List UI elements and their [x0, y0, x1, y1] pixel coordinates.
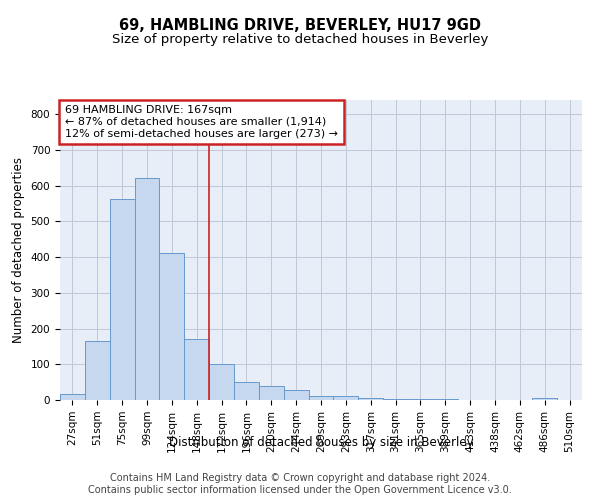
Bar [408, 398, 433, 400]
Bar [110, 200, 134, 400]
Bar [358, 398, 383, 400]
Text: 69, HAMBLING DRIVE, BEVERLEY, HU17 9GD: 69, HAMBLING DRIVE, BEVERLEY, HU17 9GD [119, 18, 481, 32]
Bar [383, 398, 408, 400]
Bar [160, 252, 184, 400]
Bar [433, 398, 458, 400]
Text: Distribution of detached houses by size in Beverley: Distribution of detached houses by size … [169, 436, 473, 449]
Bar [209, 364, 234, 400]
Bar [234, 382, 259, 400]
Text: Contains HM Land Registry data © Crown copyright and database right 2024.
Contai: Contains HM Land Registry data © Crown c… [88, 474, 512, 495]
Bar [284, 390, 308, 400]
Bar [308, 396, 334, 400]
Bar [532, 398, 557, 400]
Y-axis label: Number of detached properties: Number of detached properties [12, 157, 25, 343]
Bar [60, 394, 85, 400]
Bar [259, 386, 284, 400]
Text: Size of property relative to detached houses in Beverley: Size of property relative to detached ho… [112, 32, 488, 46]
Bar [85, 341, 110, 400]
Bar [184, 338, 209, 400]
Bar [334, 396, 358, 400]
Text: 69 HAMBLING DRIVE: 167sqm
← 87% of detached houses are smaller (1,914)
12% of se: 69 HAMBLING DRIVE: 167sqm ← 87% of detac… [65, 106, 338, 138]
Bar [134, 178, 160, 400]
